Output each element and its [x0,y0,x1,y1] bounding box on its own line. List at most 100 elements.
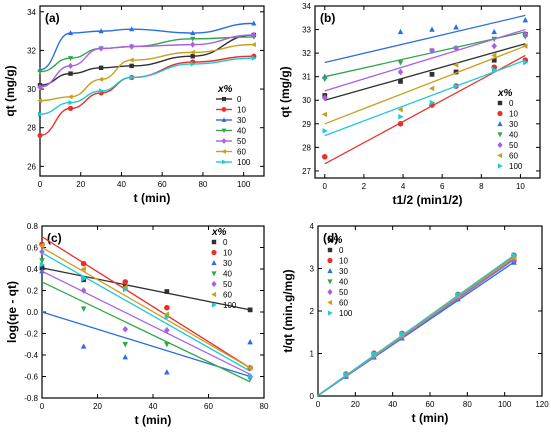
y-tick-label: 0.4 [27,265,39,274]
y-tick-label: 31 [302,73,311,82]
data-point [511,252,518,258]
x-tick-label: 0 [316,400,321,409]
data-point [122,354,129,360]
data-point [321,76,328,83]
data-point [211,291,217,298]
data-point [497,110,503,117]
plot-frame [314,5,541,179]
data-point [522,30,529,38]
x-tick-label: 8 [479,182,484,191]
data-point [397,121,404,127]
legend-label: 50 [339,288,348,297]
data-point [453,24,459,30]
fit-line [324,43,526,101]
data-point [190,30,196,36]
x-tick-label: 60 [426,400,435,409]
y-tick-label: 34 [302,2,311,11]
fit-line [324,54,526,165]
x-axis-label: t (min) [135,413,172,427]
data-point [327,299,333,306]
data-point [491,28,498,35]
x-tick-label: 80 [260,402,269,411]
legend-label: 60 [509,152,518,161]
x-tick-label: 100 [498,400,512,409]
data-point [190,54,195,59]
data-point [453,45,459,52]
data-point [190,61,196,67]
data-point [327,288,333,296]
data-point [98,45,104,52]
series-100 [37,55,257,117]
fit-line [317,254,515,396]
data-point [497,121,503,127]
series-line [39,22,254,71]
data-point [251,55,257,61]
y-tick-label: 30 [27,85,36,94]
data-point [68,99,74,106]
fit-line [41,246,251,369]
x-tick-label: 60 [204,402,213,411]
series-50 [39,248,253,380]
data-point [211,302,217,308]
data-point [247,373,254,380]
x-tick-label: 20 [351,400,360,409]
data-point [497,152,503,159]
data-point [38,242,45,249]
legend-label: 60 [339,299,348,308]
data-point [221,107,227,112]
legend-label: 100 [339,309,353,318]
data-point [163,311,170,317]
y-tick-label: 28 [27,124,36,133]
data-point [122,325,129,333]
data-point [429,71,435,77]
fit-line [41,252,251,372]
series-100 [317,252,518,396]
data-point [399,330,406,337]
data-point [68,71,73,76]
data-point [429,47,435,55]
legend-title: x% [497,88,513,99]
y-tick-label: -0.2 [24,330,38,339]
data-point [164,314,170,321]
legend-label: 50 [237,137,246,146]
series-100 [322,59,529,137]
legend-label: 10 [223,249,232,258]
data-point [190,41,196,48]
x-tick-label: 0 [323,182,328,191]
y-tick-label: 2 [310,307,315,316]
y-tick-label: 32 [302,49,311,58]
x-tick-label: 0 [40,402,45,411]
data-point [189,49,195,55]
data-point [129,74,135,81]
data-point [322,128,328,134]
legend-label: 0 [339,246,344,255]
data-point [250,42,256,48]
series-60 [321,43,528,125]
legend-label: 60 [237,148,246,157]
data-point [37,69,43,75]
panel-label: (c) [47,231,62,245]
data-point [129,43,135,50]
data-point [67,105,74,111]
x-axis-label: t (min) [412,411,449,425]
legend-label: 60 [223,291,232,300]
data-point [67,30,74,36]
legend-label: 50 [223,280,232,289]
data-point [211,239,217,245]
data-point [211,280,217,288]
data-point [327,268,333,274]
fit-line [41,236,251,369]
data-point [491,57,497,63]
data-point [122,279,129,285]
data-point [497,132,503,138]
data-point [321,111,328,118]
data-point [98,65,104,71]
y-tick-label: 33 [302,26,311,35]
data-point [98,76,104,83]
data-point [37,111,43,117]
panel-label: (d) [323,231,338,245]
legend-label: 40 [339,278,348,287]
data-point [453,69,459,75]
